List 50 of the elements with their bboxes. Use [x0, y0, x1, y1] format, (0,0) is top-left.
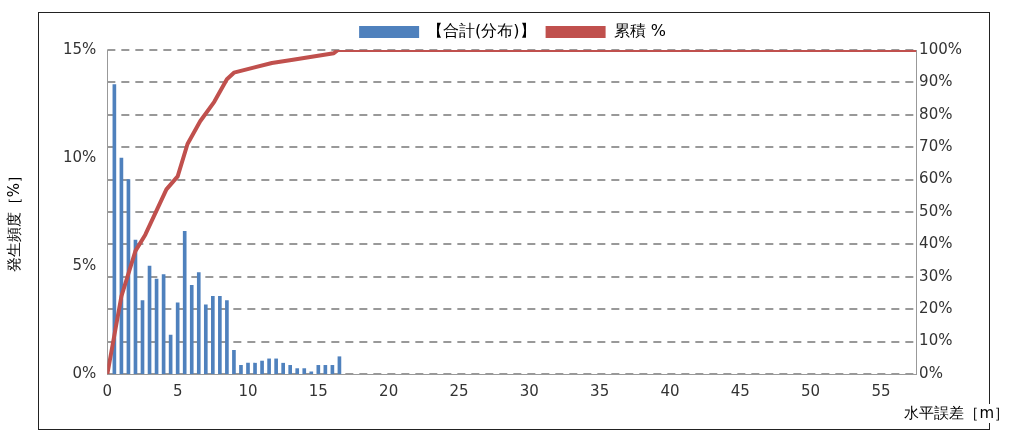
y2-tick-label: 60% [919, 169, 953, 188]
y-tick-label: 0% [72, 363, 97, 382]
y2-tick-label: 30% [919, 266, 953, 285]
bar [274, 358, 278, 374]
bar [295, 368, 300, 374]
bar [253, 362, 257, 374]
legend-label: 【合計(分布)】 [427, 21, 536, 41]
x-axis-title: 水平誤差［m］ [902, 404, 1011, 423]
x-tick-label: 30 [519, 381, 539, 400]
x-tick-label: 10 [238, 381, 258, 400]
y2-tick-label: 40% [919, 234, 953, 253]
bar [189, 285, 194, 374]
bar [246, 362, 250, 374]
x-tick-label: 5 [172, 381, 183, 400]
y-tick-label: 15% [63, 39, 97, 58]
x-tick-label: 55 [871, 381, 891, 400]
y2-tick-label: 50% [919, 201, 953, 220]
y-tick-label: 10% [63, 147, 97, 166]
bar [316, 365, 321, 374]
y2-tick-label: 80% [919, 104, 953, 123]
bar [239, 365, 243, 374]
bar [196, 272, 201, 374]
x-tick-label: 25 [449, 381, 469, 400]
x-tick-label: 35 [590, 381, 610, 400]
y2-tick-label: 70% [919, 137, 953, 156]
legend-label: 累積 % [613, 21, 666, 41]
bar [267, 358, 271, 374]
x-tick-label: 40 [660, 381, 680, 400]
bar [225, 300, 229, 374]
bar [203, 304, 208, 374]
y-axis-title: 発生頻度［%］ [4, 167, 24, 273]
y2-tick-label: 20% [919, 299, 953, 318]
x-tick-label: 50 [801, 381, 821, 400]
y-tick-label: 5% [72, 255, 97, 274]
y2-tick-label: 100% [919, 39, 963, 58]
x-tick-label: 45 [730, 381, 750, 400]
bar [218, 295, 222, 374]
bar [260, 360, 264, 374]
bar [302, 368, 307, 374]
y2-tick-label: 0% [919, 363, 943, 382]
x-tick-label: 0 [102, 381, 113, 400]
bar [182, 231, 187, 374]
bar [281, 362, 285, 374]
bar [211, 295, 215, 374]
x-tick-label: 20 [379, 381, 399, 400]
y2-tick-label: 90% [919, 72, 953, 91]
bar [288, 365, 293, 374]
bar [232, 349, 236, 374]
y2-tick-label: 10% [919, 331, 953, 350]
x-tick-label: 15 [308, 381, 328, 400]
